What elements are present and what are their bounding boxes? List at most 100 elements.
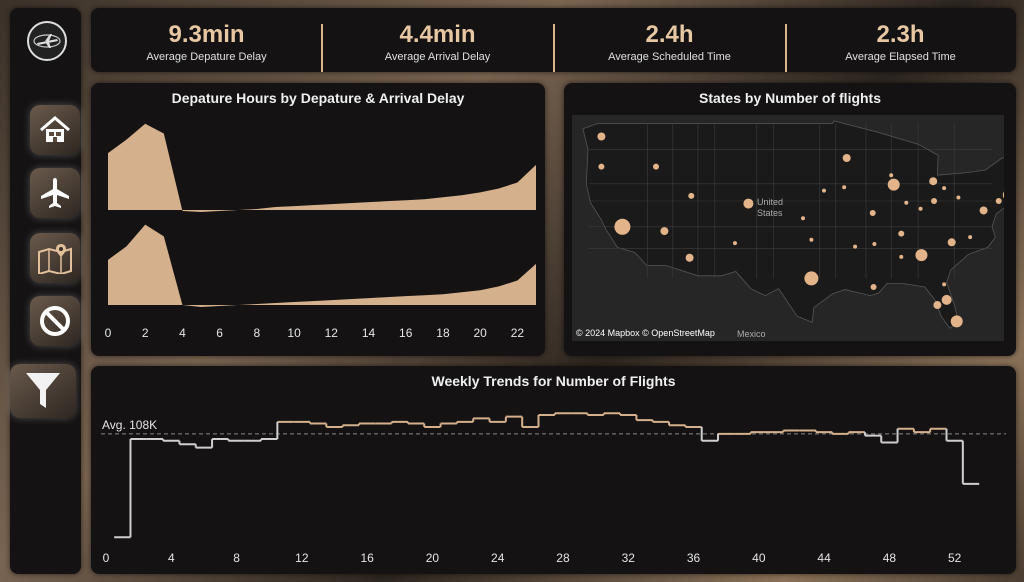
kpi-divider bbox=[321, 24, 323, 72]
state-flight-dot[interactable] bbox=[853, 244, 858, 249]
state-flight-dot[interactable] bbox=[685, 253, 694, 262]
map-attribution[interactable]: © 2024 Mapbox © OpenStreetMap bbox=[576, 328, 715, 338]
x-tick-label: 24 bbox=[491, 551, 505, 565]
x-tick-label: 16 bbox=[360, 551, 374, 565]
state-flight-dot[interactable] bbox=[889, 173, 894, 178]
filter-icon bbox=[26, 373, 60, 408]
state-flight-dot[interactable] bbox=[918, 206, 923, 211]
delay-area-chart[interactable]: 0 2 4 6 8 10 12 14 16 18 20 22 bbox=[91, 83, 545, 356]
state-flight-dot[interactable] bbox=[899, 254, 904, 259]
x-tick-label: 12 bbox=[295, 551, 309, 565]
delay-chart-panel: Depature Hours by Depature & Arrival Del… bbox=[91, 83, 545, 356]
state-flight-dot[interactable] bbox=[931, 198, 938, 204]
airplane-logo-icon bbox=[33, 34, 61, 48]
kpi-value: 2.3h bbox=[876, 21, 925, 48]
x-tick-label: 32 bbox=[622, 551, 636, 565]
map-points bbox=[597, 132, 1004, 328]
state-flight-dot[interactable] bbox=[929, 177, 938, 186]
state-flight-dot[interactable] bbox=[660, 227, 669, 236]
x-tick-label: 20 bbox=[473, 326, 487, 340]
x-tick-label: 4 bbox=[168, 551, 175, 565]
x-tick-label: 40 bbox=[752, 551, 766, 565]
trend-chart-panel: Weekly Trends for Number of Flights Avg.… bbox=[91, 366, 1016, 574]
nav-home-button[interactable] bbox=[30, 105, 80, 155]
kpi-elapsed-time: 2.3h Average Elapsed Time bbox=[785, 8, 1016, 72]
state-flight-dot[interactable] bbox=[979, 206, 988, 215]
state-flight-dot[interactable] bbox=[915, 249, 928, 262]
state-flight-dot[interactable] bbox=[732, 241, 737, 246]
nav-cancelled-button[interactable] bbox=[30, 296, 80, 346]
state-flight-dot[interactable] bbox=[904, 200, 909, 205]
x-tick-label: 12 bbox=[325, 326, 339, 340]
state-flight-dot[interactable] bbox=[804, 271, 819, 286]
state-flight-dot[interactable] bbox=[870, 284, 877, 290]
state-flight-dot[interactable] bbox=[947, 238, 956, 247]
x-tick-label: 2 bbox=[142, 326, 149, 340]
map-title: States by Number of flights bbox=[698, 90, 882, 106]
x-tick-label: 52 bbox=[948, 551, 962, 565]
nav-map-button[interactable] bbox=[30, 233, 80, 283]
x-tick-label: 36 bbox=[687, 551, 701, 565]
kpi-bar: 9.3min Average Depature Delay 4.4min Ave… bbox=[91, 8, 1016, 72]
x-tick-label: 10 bbox=[287, 326, 301, 340]
state-flight-dot[interactable] bbox=[968, 235, 973, 240]
state-flight-dot[interactable] bbox=[995, 198, 1002, 204]
state-flight-dot[interactable] bbox=[809, 237, 814, 242]
state-flight-dot[interactable] bbox=[842, 154, 851, 162]
chart-title: Weekly Trends for Number of Flights bbox=[431, 373, 676, 389]
state-flight-dot[interactable] bbox=[822, 188, 826, 193]
country-label: United States bbox=[757, 197, 783, 218]
nav-flights-button[interactable] bbox=[30, 168, 80, 218]
x-tick-label: 8 bbox=[233, 551, 240, 565]
country-label-line: States bbox=[757, 208, 783, 218]
state-flight-dot[interactable] bbox=[942, 282, 947, 287]
kpi-scheduled-time: 2.4h Average Scheduled Time bbox=[554, 8, 785, 72]
state-flight-dot[interactable] bbox=[950, 315, 963, 328]
ban-icon bbox=[40, 306, 70, 336]
kpi-value: 2.4h bbox=[645, 21, 694, 48]
state-flight-dot[interactable] bbox=[1002, 189, 1004, 201]
mexico-label: Mexico bbox=[737, 329, 766, 339]
x-tick-label: 20 bbox=[426, 551, 440, 565]
state-flight-dot[interactable] bbox=[598, 163, 605, 170]
kpi-arrival-delay: 4.4min Average Arrival Delay bbox=[322, 8, 553, 72]
state-flight-dot[interactable] bbox=[898, 230, 905, 237]
x-tick-label: 44 bbox=[817, 551, 831, 565]
kpi-label: Average Arrival Delay bbox=[384, 51, 491, 63]
x-tick-label: 48 bbox=[883, 551, 897, 565]
filter-button[interactable] bbox=[10, 364, 76, 418]
state-flight-dot[interactable] bbox=[653, 163, 659, 170]
state-flight-dot[interactable] bbox=[956, 195, 961, 200]
delay-area-series[interactable] bbox=[108, 224, 536, 307]
state-flight-dot[interactable] bbox=[933, 301, 942, 310]
state-flight-dot[interactable] bbox=[743, 198, 754, 209]
kpi-divider bbox=[785, 24, 787, 72]
state-flight-dot[interactable] bbox=[614, 218, 631, 235]
kpi-value: 9.3min bbox=[168, 21, 245, 48]
x-tick-label: 6 bbox=[216, 326, 223, 340]
map-panel: States by Number of flights United States… bbox=[564, 83, 1016, 356]
state-flight-dot[interactable] bbox=[597, 132, 606, 141]
x-tick-label: 22 bbox=[511, 326, 525, 340]
chart-title: Depature Hours by Depature & Arrival Del… bbox=[171, 90, 465, 106]
state-flight-dot[interactable] bbox=[872, 242, 877, 246]
x-tick-label: 4 bbox=[179, 326, 186, 340]
kpi-value: 4.4min bbox=[399, 21, 476, 48]
state-flight-dot[interactable] bbox=[942, 186, 947, 191]
airline-logo bbox=[27, 21, 67, 61]
state-flight-dot[interactable] bbox=[688, 192, 695, 199]
x-tick-label: 16 bbox=[399, 326, 413, 340]
airplane-icon bbox=[41, 178, 69, 208]
us-flights-map[interactable]: United States Mexico bbox=[572, 115, 1004, 341]
state-flight-dot[interactable] bbox=[869, 210, 876, 217]
x-tick-label: 14 bbox=[362, 326, 376, 340]
state-flight-dot[interactable] bbox=[801, 216, 805, 221]
kpi-departure-delay: 9.3min Average Depature Delay bbox=[91, 8, 322, 72]
delay-area-series[interactable] bbox=[108, 123, 536, 212]
state-flight-dot[interactable] bbox=[887, 178, 900, 191]
state-flight-dot[interactable] bbox=[842, 185, 847, 190]
state-flight-dot[interactable] bbox=[941, 294, 952, 305]
x-tick-label: 0 bbox=[105, 326, 112, 340]
kpi-label: Average Scheduled Time bbox=[608, 51, 731, 63]
